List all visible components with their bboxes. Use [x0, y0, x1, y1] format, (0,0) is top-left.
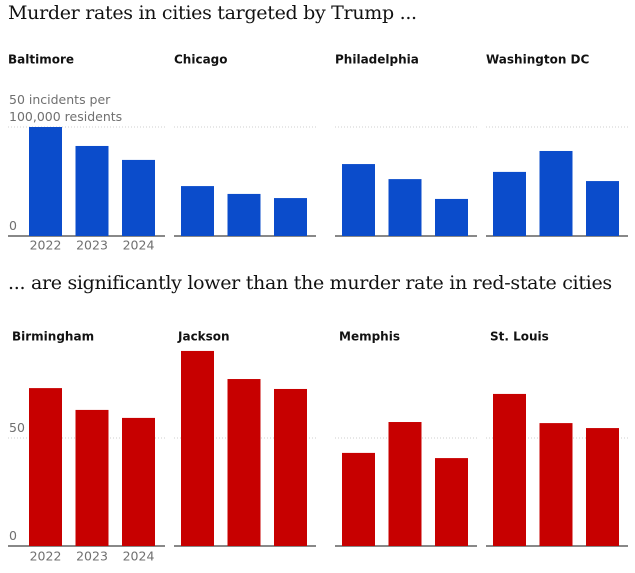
- bar: [227, 379, 261, 546]
- y-tick-label: 50: [9, 420, 25, 435]
- y-tick-label: 50 incidents per 100,000 residents: [9, 92, 123, 124]
- bar: [75, 409, 109, 546]
- row-title: Murder rates in cities targeted by Trump…: [8, 2, 417, 24]
- panel-title: Birmingham: [12, 330, 94, 344]
- bar: [342, 452, 375, 546]
- panel-title: Memphis: [339, 330, 400, 344]
- x-tick-label: 2022: [30, 549, 62, 564]
- panel-title: Philadelphia: [335, 53, 419, 67]
- bar: [181, 186, 214, 236]
- bar: [274, 388, 307, 546]
- bar: [122, 417, 155, 546]
- bar: [493, 393, 526, 546]
- bar: [29, 127, 62, 236]
- panel-title: Baltimore: [8, 53, 74, 67]
- panel-title: Washington DC: [486, 53, 590, 67]
- bar: [75, 145, 109, 236]
- y-tick-label: 0: [9, 218, 17, 233]
- panel-title: St. Louis: [490, 330, 549, 344]
- bar: [435, 458, 468, 546]
- x-tick-label: 2024: [123, 549, 155, 564]
- x-tick-label: 2022: [30, 238, 62, 253]
- bar: [388, 422, 422, 546]
- bar: [181, 350, 214, 546]
- bar: [493, 171, 526, 236]
- bar: [586, 181, 619, 236]
- bar: [342, 164, 375, 236]
- bar: [435, 198, 468, 236]
- x-tick-label: 2024: [123, 238, 155, 253]
- x-tick-label: 2023: [76, 238, 108, 253]
- panel-title: Jackson: [177, 330, 230, 344]
- y-tick-label: 0: [9, 528, 17, 543]
- x-tick-label: 2023: [76, 549, 108, 564]
- bar: [29, 388, 62, 546]
- bar: [539, 423, 573, 546]
- bar: [388, 179, 422, 236]
- row-title: ... are significantly lower than the mur…: [8, 272, 612, 294]
- bar: [227, 193, 261, 236]
- bar: [586, 428, 619, 546]
- bar: [539, 150, 573, 236]
- bar: [274, 198, 307, 236]
- panel-title: Chicago: [174, 53, 228, 67]
- bar: [122, 159, 155, 236]
